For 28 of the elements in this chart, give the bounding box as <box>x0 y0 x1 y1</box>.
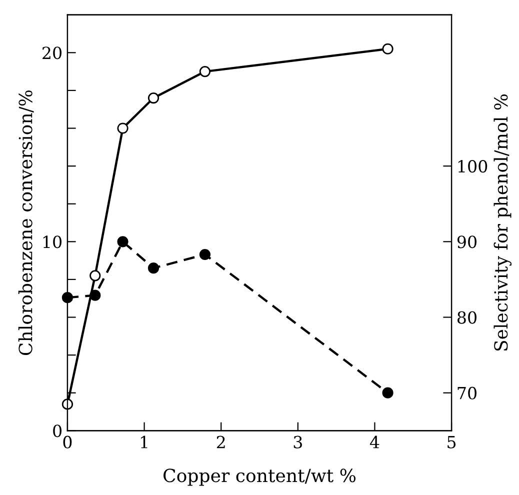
point <box>199 248 211 260</box>
point <box>62 398 74 410</box>
point <box>90 290 101 301</box>
x-tick-label: 0 <box>63 436 72 448</box>
point <box>90 270 101 282</box>
y-tick-label: 20 <box>42 46 62 60</box>
x-axis-title: Copper content/wt % <box>164 468 356 486</box>
point <box>62 292 74 304</box>
y2-tick-label: 70 <box>458 386 476 400</box>
point <box>382 43 394 54</box>
point <box>199 66 211 78</box>
x-tick-label: 5 <box>448 436 456 448</box>
x-tick-label: 1 <box>141 436 148 448</box>
point <box>148 92 160 104</box>
y-tick-label: 0 <box>53 424 62 438</box>
x-tick-label: 3 <box>294 436 302 448</box>
x-tick-label: 4 <box>370 436 380 448</box>
point <box>148 262 160 274</box>
point <box>382 387 394 398</box>
y-tick-label: 10 <box>43 236 62 248</box>
y2-tick-label: 100 <box>458 160 488 173</box>
point <box>117 122 128 134</box>
y2-axis-title: Selectivity for phenol/mol % <box>494 94 512 351</box>
y-axis-title: Chlorobenzene conversion/% <box>18 90 34 356</box>
y2-tick-label: 90 <box>457 236 476 248</box>
point <box>117 236 128 248</box>
x-tick-label: 2 <box>216 436 225 448</box>
y2-tick-label: 80 <box>458 311 476 324</box>
